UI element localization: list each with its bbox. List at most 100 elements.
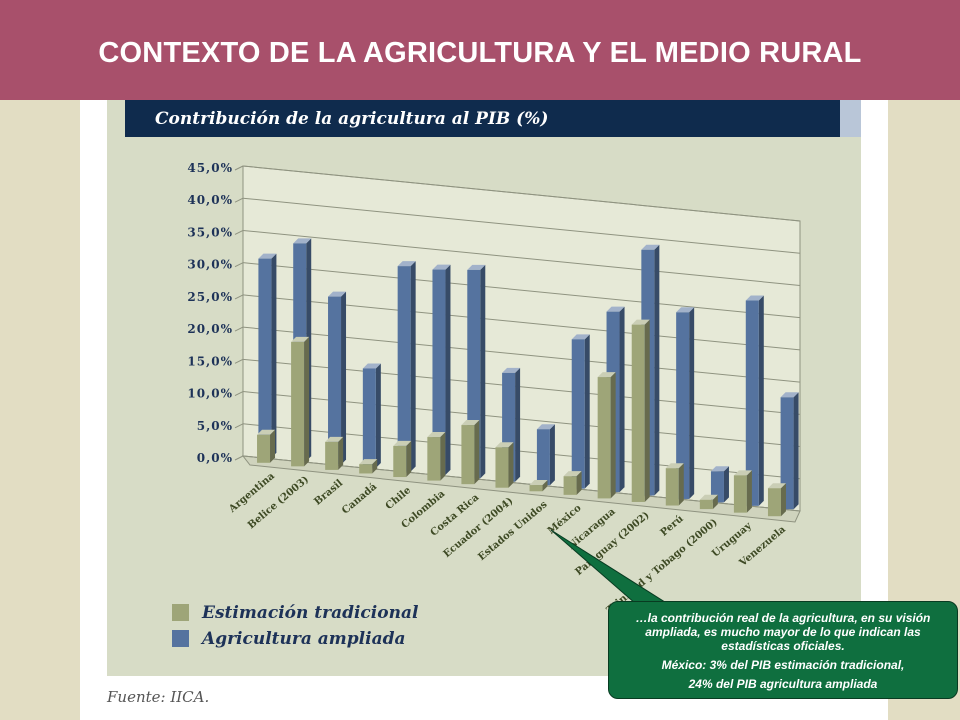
x-tick-label: Perú xyxy=(659,513,686,538)
chart-walls xyxy=(241,165,801,523)
bar-traditional-front xyxy=(733,475,747,513)
bar-expanded-top xyxy=(258,253,277,259)
bar-expanded-side xyxy=(654,244,660,496)
callout-box: …la contribución real de la agricultura,… xyxy=(608,601,958,699)
bar-expanded-front xyxy=(432,269,446,475)
bar-traditional-side xyxy=(474,420,480,485)
bar-traditional-front xyxy=(325,441,339,470)
y-tick-label: 25,0% xyxy=(187,290,233,304)
bar-traditional-side xyxy=(678,463,684,506)
bar-traditional-top xyxy=(359,459,378,465)
callout-text-mexico-expanded: 24% del PIB agricultura ampliada xyxy=(688,677,878,691)
bar-traditional-top xyxy=(529,480,548,486)
bar-traditional xyxy=(597,372,616,499)
bar-expanded-top xyxy=(467,264,486,270)
bar-traditional-front xyxy=(529,485,543,492)
bar-expanded-front xyxy=(780,397,794,510)
bar-traditional-top xyxy=(665,463,684,469)
bar-traditional-front xyxy=(631,324,645,502)
gridline xyxy=(242,262,801,319)
y-tick-label: 15,0% xyxy=(187,354,233,368)
bar-expanded-top xyxy=(780,392,799,398)
bar-traditional-top xyxy=(393,440,412,446)
bar-expanded xyxy=(432,264,451,475)
bar-traditional-front xyxy=(257,434,271,463)
bar-expanded-side xyxy=(271,253,277,458)
bar-traditional-top xyxy=(461,420,480,426)
bar-expanded-side xyxy=(445,264,451,475)
bar-traditional xyxy=(325,436,344,470)
bar-expanded xyxy=(745,295,764,506)
bar-traditional xyxy=(733,470,752,513)
bar-expanded-top xyxy=(328,291,347,297)
legend-swatch-expanded xyxy=(172,630,189,647)
gridline-side xyxy=(234,262,244,268)
y-tick-label: 20,0% xyxy=(187,322,233,336)
bar-traditional xyxy=(631,319,650,502)
gridline-side xyxy=(234,423,244,429)
bar-traditional xyxy=(393,440,412,478)
gridline xyxy=(242,165,801,222)
bar-traditional-side xyxy=(406,440,412,478)
chart-bars xyxy=(257,238,799,517)
x-tick-label: Ecuador (2004) xyxy=(442,496,516,560)
x-tick-label: Estados Unidos xyxy=(476,499,549,563)
bar-expanded-top xyxy=(676,307,695,313)
bar-traditional-front xyxy=(767,488,781,517)
bar-expanded-top xyxy=(432,264,451,270)
y-tick-label: 10,0% xyxy=(187,387,233,401)
bar-expanded-top xyxy=(606,306,625,312)
y-tick-label: 35,0% xyxy=(187,225,233,239)
bar-expanded-side xyxy=(410,261,416,472)
chart-title-bar xyxy=(125,100,840,137)
bar-traditional-top xyxy=(257,429,276,435)
bar-expanded-top xyxy=(536,424,555,430)
bar-traditional xyxy=(257,429,276,463)
bar-traditional-side xyxy=(270,429,276,463)
bar-expanded-front xyxy=(258,258,272,458)
bar-expanded-front xyxy=(676,312,690,499)
bar-traditional-front xyxy=(359,464,373,474)
bar-traditional-front xyxy=(427,437,441,481)
bar-traditional-front xyxy=(461,425,475,485)
bar-traditional-top xyxy=(767,483,786,489)
bar-expanded-side xyxy=(584,334,590,489)
bar-traditional-top xyxy=(597,372,616,378)
slide-title: CONTEXTO DE LA AGRICULTURA Y EL MEDIO RU… xyxy=(98,37,862,69)
bar-expanded-side xyxy=(515,367,521,482)
gridline-side xyxy=(234,455,244,461)
bar-traditional xyxy=(427,432,446,481)
bar-expanded xyxy=(676,307,695,499)
y-tick-label: 0,0% xyxy=(197,451,233,465)
bar-traditional-top xyxy=(631,319,650,325)
bar-expanded-front xyxy=(745,300,759,506)
bar-traditional-front xyxy=(699,499,713,510)
bar-traditional-side xyxy=(508,442,514,488)
bar-expanded xyxy=(328,291,347,465)
bar-expanded xyxy=(536,424,555,486)
bar-traditional-side xyxy=(542,480,548,492)
legend-label-traditional: Estimación tradicional xyxy=(202,603,419,623)
bar-expanded-top xyxy=(745,295,764,301)
bar-traditional-side xyxy=(712,494,718,510)
bar-traditional-top xyxy=(495,442,514,448)
bar-traditional xyxy=(495,442,514,488)
bar-traditional-front xyxy=(393,445,407,478)
bar-expanded-top xyxy=(502,367,521,373)
bar-expanded-side xyxy=(758,295,764,506)
bar-expanded-front xyxy=(571,339,585,489)
bar-expanded-top xyxy=(710,466,729,472)
bar-expanded-top xyxy=(641,244,660,250)
bar-expanded-top xyxy=(571,334,590,340)
bar-expanded-side xyxy=(689,307,695,499)
bar-traditional xyxy=(461,420,480,485)
bar-traditional xyxy=(529,480,548,492)
gridline xyxy=(242,197,801,254)
bar-traditional-top xyxy=(563,471,582,477)
legend-label-expanded: Agricultura ampliada xyxy=(202,629,406,649)
bar-expanded xyxy=(710,466,729,503)
bar-traditional-side xyxy=(304,336,310,467)
bar-expanded-side xyxy=(341,291,347,465)
bar-traditional xyxy=(767,483,786,517)
y-tick-label: 30,0% xyxy=(187,258,233,272)
